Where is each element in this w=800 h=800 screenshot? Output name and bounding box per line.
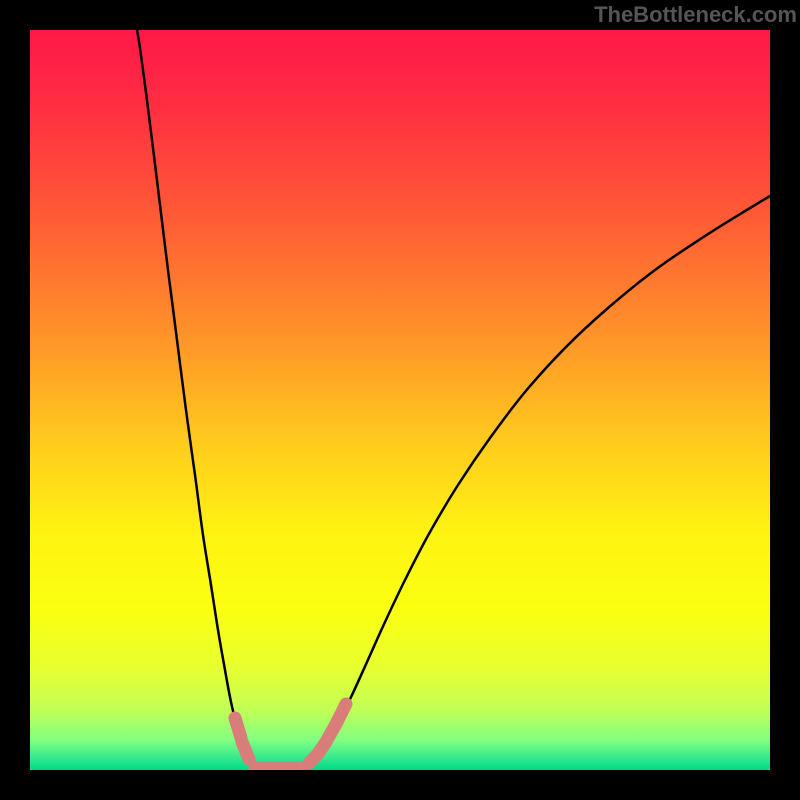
- marker-segment: [235, 718, 241, 738]
- watermark-text: TheBottleneck.com: [594, 2, 797, 28]
- gradient-background: [30, 30, 770, 770]
- marker-segment: [337, 704, 346, 722]
- marker-segment: [242, 742, 249, 759]
- chart-canvas: [0, 0, 800, 800]
